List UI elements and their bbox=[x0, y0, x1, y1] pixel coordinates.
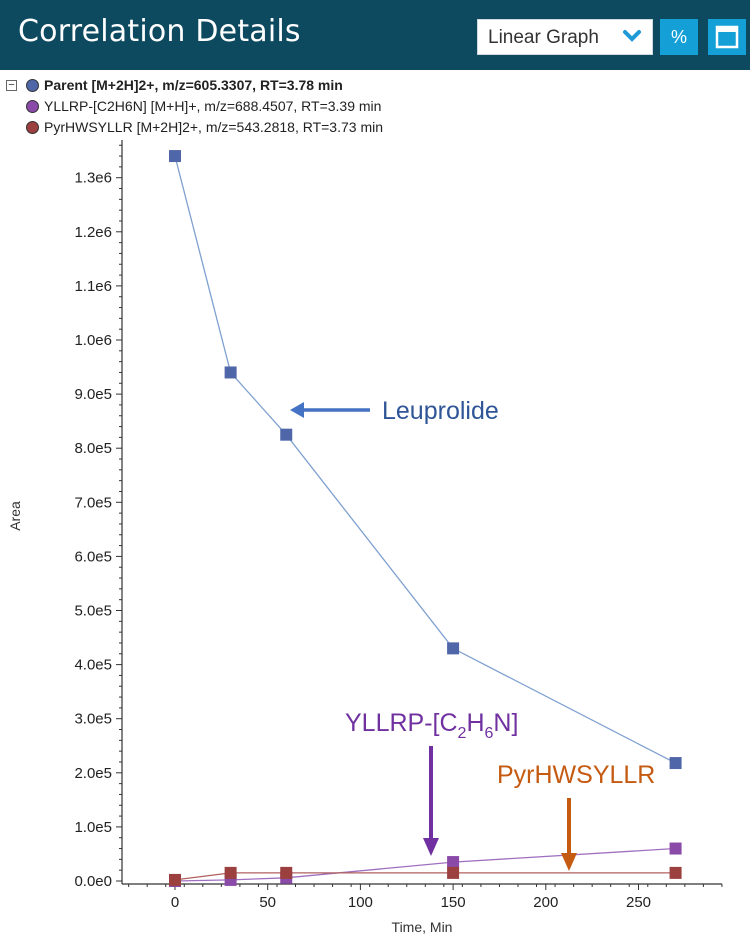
data-point bbox=[224, 366, 237, 379]
y-tick-label: 9.0e5 bbox=[74, 386, 112, 403]
y-tick-label: 3.0e5 bbox=[74, 711, 112, 728]
x-tick-label: 100 bbox=[348, 894, 373, 911]
y-tick-label: 6.0e5 bbox=[74, 548, 112, 565]
data-point bbox=[669, 866, 682, 879]
data-point bbox=[169, 150, 181, 163]
pyrhwsyllr-label: PyrHWSYLLR bbox=[497, 761, 655, 789]
x-axis-label: Time, Min bbox=[392, 919, 453, 935]
y-tick-label: 2.0e5 bbox=[74, 765, 112, 782]
data-point bbox=[280, 428, 293, 441]
legend-label: YLLRP-[C2H6N] [M+H]+, m/z=688.4507, RT=3… bbox=[44, 98, 382, 114]
y-tick-label: 1.3e6 bbox=[74, 170, 112, 187]
series-line bbox=[174, 847, 676, 882]
y-tick-label: 1.0e6 bbox=[74, 332, 112, 349]
y-tick-label: 8.0e5 bbox=[74, 440, 112, 457]
data-point bbox=[447, 856, 460, 869]
graph-type-value: Linear Graph bbox=[488, 27, 599, 48]
x-tick-label: 0 bbox=[171, 894, 179, 911]
panel-header: Correlation Details Linear Graph % bbox=[0, 0, 750, 70]
x-tick-label: 250 bbox=[626, 894, 651, 911]
x-tick-label: 50 bbox=[259, 894, 276, 911]
percent-button[interactable]: % bbox=[660, 19, 698, 55]
panel-title: Correlation Details bbox=[18, 14, 301, 49]
data-point bbox=[224, 866, 237, 879]
data-point bbox=[669, 757, 682, 770]
maximize-button[interactable] bbox=[708, 19, 746, 55]
y-tick-label: 1.1e6 bbox=[74, 278, 112, 295]
leuprolide-arrowhead bbox=[290, 402, 304, 418]
data-point bbox=[280, 866, 293, 879]
legend-label: PyrHWSYLLR [M+2H]2+, m/z=543.2818, RT=3.… bbox=[44, 119, 384, 135]
y-tick-label: 5.0e5 bbox=[74, 603, 112, 620]
data-point bbox=[447, 866, 460, 879]
y-tick-label: 1.0e5 bbox=[74, 819, 112, 836]
x-tick-label: 150 bbox=[441, 894, 466, 911]
y-tick-label: 0.0e0 bbox=[74, 873, 112, 890]
y-axis-label: Area bbox=[7, 501, 23, 531]
pyrhwsyllr-arrowhead bbox=[561, 853, 577, 871]
data-point bbox=[669, 842, 682, 855]
legend-label: Parent [M+2H]2+, m/z=605.3307, RT=3.78 m… bbox=[44, 77, 343, 93]
y-tick-label: 7.0e5 bbox=[74, 494, 112, 511]
legend-marker bbox=[26, 121, 39, 134]
leuprolide-label: Leuprolide bbox=[382, 397, 499, 425]
chevron-down-icon bbox=[622, 28, 642, 49]
y-tick-label: 1.2e6 bbox=[74, 224, 112, 241]
yllrp-label: YLLRP-[C2H6N] bbox=[345, 709, 518, 742]
series-line bbox=[174, 155, 676, 764]
legend-marker bbox=[26, 79, 39, 92]
data-point bbox=[447, 642, 460, 655]
yllrp-arrowhead bbox=[423, 838, 439, 856]
legend-marker bbox=[26, 100, 39, 113]
data-point bbox=[169, 873, 181, 886]
collapse-icon[interactable]: − bbox=[6, 80, 17, 91]
x-tick-label: 200 bbox=[533, 894, 558, 911]
graph-type-dropdown[interactable]: Linear Graph bbox=[477, 19, 653, 55]
y-tick-label: 4.0e5 bbox=[74, 657, 112, 674]
